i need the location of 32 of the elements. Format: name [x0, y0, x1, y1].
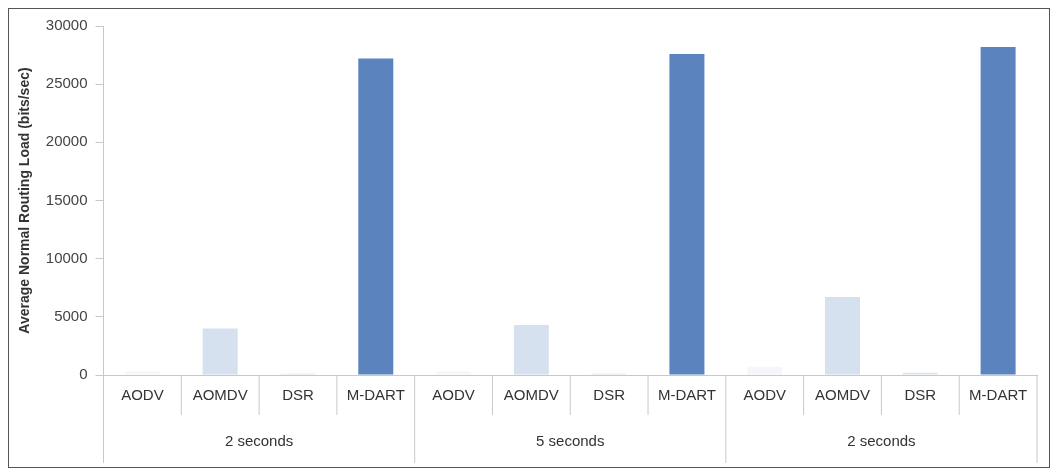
bar [513, 324, 549, 375]
y-tick-label: 5000 [54, 306, 88, 324]
y-tick-label: 30000 [45, 16, 88, 34]
bar [436, 371, 472, 375]
bar [358, 58, 394, 375]
x-tick-label: AODV [432, 386, 475, 404]
bar [124, 371, 160, 375]
x-tick-label: AOMDV [192, 386, 248, 404]
y-axis-title: Average Normal Routing Load (bits/sec) [16, 67, 33, 334]
y-tick-label: 15000 [45, 190, 88, 208]
x-tick-label: M-DART [969, 386, 1028, 404]
bar [980, 46, 1016, 375]
x-tick-label: M-DART [346, 386, 405, 404]
x-tick-label: DSR [904, 386, 937, 404]
bar [202, 328, 238, 375]
x-tick-label: M-DART [657, 386, 716, 404]
y-tick-label: 20000 [45, 132, 88, 150]
text: 5 seconds [536, 432, 605, 450]
x-tick-label: AOMDV [503, 386, 559, 404]
bar [669, 53, 705, 375]
y-tick-label: 25000 [45, 74, 88, 92]
text: 2 seconds [847, 432, 916, 450]
text: 2 seconds [224, 432, 294, 450]
bar [747, 366, 783, 375]
x-tick-label: AOMDV [815, 386, 871, 404]
bar [825, 297, 861, 375]
x-tick-label: DSR [282, 386, 314, 404]
x-tick-label: DSR [593, 386, 626, 404]
y-tick-label: 10000 [45, 248, 88, 266]
y-tick-label: 0 [79, 365, 88, 383]
x-tick-label: AODV [121, 386, 164, 404]
x-tick-label: AODV [743, 386, 786, 404]
